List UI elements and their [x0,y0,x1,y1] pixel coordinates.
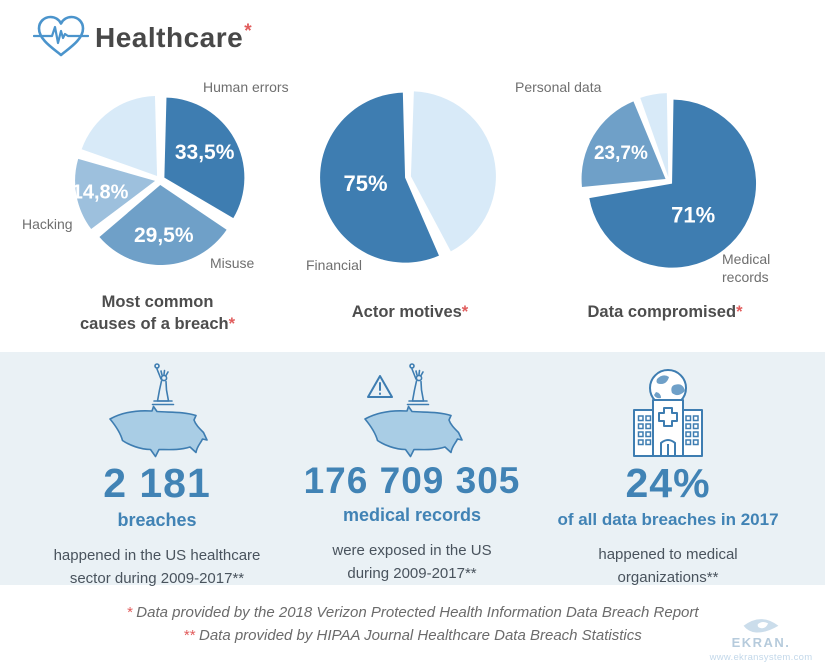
pie-0-slice-other [81,95,158,176]
pie-1-slice-financial [320,92,439,263]
logo-url: www.ekransystem.com [709,652,813,663]
stat-unit-organizations: of all data breaches in 2017 [557,510,779,529]
logo-name: EKRAN. [731,635,791,650]
pie-1-pct-financial: 75% [343,171,387,196]
pie-label-medical-records: Medical records [722,251,771,285]
stat-organizations: 24% of all data breaches in 2017 happene… [548,358,788,589]
pie-1-slice-other [410,91,496,252]
footnote-hipaa: ** Data provided by HIPAA Journal Healthc… [183,627,642,644]
stat-number-organizations: 24% [625,460,711,506]
stat-desc-breaches: happened in the US healthcare sector dur… [53,547,261,587]
pie-0-slice-hacking [75,158,156,230]
pie-0-pct-hacking: 14,8% [72,182,129,204]
pie-2-slice-personal-data [581,101,666,187]
pie-label-hacking: Hacking [22,216,73,232]
page-title: Healthcare* [95,21,253,53]
pie-2-slice-other [640,93,669,178]
pie-0-pct-misuse: 29,5% [134,224,194,247]
stat-unit-medical-records: medical records [342,505,482,525]
footnotes: * Data provided by the 2018 Verizon Prote… [0,601,825,647]
footnote-verizon: * Data provided by the 2018 Verizon Prote… [126,604,699,621]
title-asterisk: * [244,21,253,42]
eye-icon [743,619,779,633]
pie-caption-causes: Most common causes of a breach* [80,293,235,334]
pie-label-personal-data: Personal data [515,79,602,95]
stat-breaches: 2 181 breaches happened in the US health… [37,358,277,590]
stat-desc-medical-records: were exposed in the US during 2009-2017*… [332,542,492,582]
heart-pulse-icon [33,15,89,57]
hospital-globe-icon [633,369,703,457]
pie-label-financial: Financial [306,257,363,273]
stat-desc-organizations: happened to medical organizations** [598,546,738,586]
stat-number-medical-records: 176 709 305 [303,460,521,501]
pie-charts-svg: 33,5% 29,5%14,8% 75% 71% 23,7% [72,91,757,268]
stat-unit-breaches: breaches [117,510,197,530]
pie-0-slice-human-errors [164,97,245,219]
usa-map-statue-of-liberty-icon [109,363,208,458]
pie-2-pct-personal-data: 23,7% [594,143,648,164]
stats-band: 2 181 breaches happened in the US health… [0,352,825,587]
pie-0-pct-human-errors: 33,5% [175,141,235,164]
usa-map-warning-statue-icon [364,363,463,458]
stat-medical-records: 176 709 305 medical records were exposed… [292,358,532,585]
pie-0-slice-misuse [99,184,227,265]
ekran-logo: EKRAN. www.ekransystem.com [703,616,819,663]
pie-caption-actor-motives: Actor motives* [351,303,469,321]
pie-2-slice-medical-records [589,99,757,268]
pie-caption-data-compromised: Data compromised* [587,303,743,321]
stat-number-breaches: 2 181 [103,460,211,506]
pie-2-pct-medical-records: 71% [671,203,715,228]
pie-label-misuse: Misuse [210,255,255,271]
pie-label-human-errors: Human errors [203,79,289,95]
